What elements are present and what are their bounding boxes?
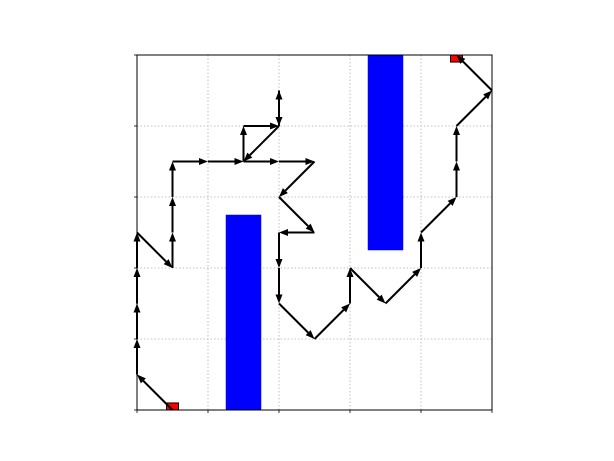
path-arrowhead xyxy=(240,126,247,135)
path-segment xyxy=(284,160,316,192)
path-arrowhead xyxy=(279,188,288,197)
path-arrowhead xyxy=(169,161,176,171)
path-arrowhead xyxy=(137,374,146,384)
path xyxy=(133,55,493,411)
path-arrowhead xyxy=(376,294,386,304)
path-arrowhead xyxy=(447,197,457,206)
path-arrowhead xyxy=(483,90,492,100)
path-segment xyxy=(142,380,174,411)
path-arrowhead xyxy=(305,330,315,339)
path-arrowhead xyxy=(169,232,176,242)
path-arrowhead xyxy=(270,158,279,165)
path-arrowhead xyxy=(199,158,208,165)
path-arrowhead xyxy=(453,126,460,135)
path-arrowhead xyxy=(275,294,283,304)
path-arrowhead xyxy=(243,152,253,162)
path-segment xyxy=(249,125,280,156)
path-arrowhead xyxy=(417,232,425,242)
path-arrowhead xyxy=(275,117,283,126)
obstacles xyxy=(225,55,404,410)
path-segment xyxy=(278,196,309,227)
axis-ticks xyxy=(134,54,493,413)
path-arrowhead xyxy=(270,122,279,130)
path-arrowhead xyxy=(305,158,315,165)
path-segment xyxy=(462,60,493,92)
path-arrowhead xyxy=(341,303,350,313)
path-arrowhead xyxy=(456,55,466,64)
path-arrowhead xyxy=(163,259,173,268)
path-segment xyxy=(384,273,416,305)
path-segment xyxy=(136,231,167,263)
path-segment xyxy=(420,202,451,234)
path-arrowhead xyxy=(453,161,460,171)
path-segment xyxy=(278,302,309,334)
obstacle-lower xyxy=(225,214,262,410)
path-segment xyxy=(313,309,345,340)
path-arrowhead xyxy=(275,259,283,268)
path-arrowhead xyxy=(305,223,315,233)
path-arrowhead xyxy=(412,268,421,277)
path-segment xyxy=(455,96,487,127)
path-arrowhead xyxy=(169,197,176,206)
plot-frame xyxy=(136,54,493,411)
path-arrowhead xyxy=(279,229,288,236)
path-arrowhead xyxy=(234,158,244,165)
path-arrowhead xyxy=(346,268,354,277)
path-segment xyxy=(349,267,380,298)
obstacle-upper xyxy=(367,55,404,251)
